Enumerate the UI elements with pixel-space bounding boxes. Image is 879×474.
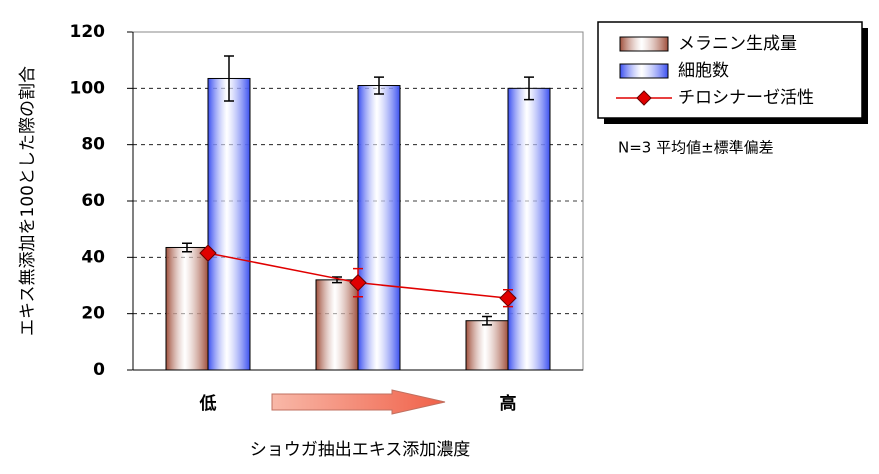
marker (499, 289, 517, 307)
x-tick-label: 高 (500, 393, 517, 414)
legend-marker (636, 90, 652, 106)
y-tick-label: 80 (81, 135, 105, 155)
x-tick-label: 低 (199, 393, 217, 414)
bar (315, 279, 359, 371)
error-bar (224, 55, 234, 102)
marker (199, 244, 217, 262)
marker (349, 273, 367, 292)
error-bar (524, 76, 534, 101)
annotation: N=3 平均値±標準偏差 (618, 139, 774, 157)
y-axis-title: エキス無添加を100とした際の割合 (18, 66, 38, 336)
y-tick-label: 20 (81, 304, 105, 324)
bar (165, 246, 209, 371)
legend-label: チロシナーゼ活性 (678, 88, 814, 108)
x-axis-title: ショウガ抽出エキス添加濃度 (250, 440, 471, 460)
y-tick-label: 40 (81, 247, 105, 267)
legend-label: メラニン生成量 (678, 34, 797, 54)
y-tick-label: 60 (81, 191, 105, 211)
legend-swatch (619, 36, 669, 52)
error-bar (482, 315, 492, 326)
bar (465, 320, 509, 371)
concentration-arrow (271, 389, 446, 415)
legend-label: 細胞数 (678, 61, 729, 81)
y-tick-label: 100 (70, 78, 106, 98)
y-tick-label: 0 (93, 360, 105, 380)
bar (357, 85, 401, 371)
bar (507, 87, 551, 371)
legend-swatch (619, 63, 669, 79)
error-bar (182, 242, 192, 253)
y-tick-label: 120 (70, 22, 106, 42)
error-bar (374, 76, 384, 95)
bar (207, 77, 251, 371)
